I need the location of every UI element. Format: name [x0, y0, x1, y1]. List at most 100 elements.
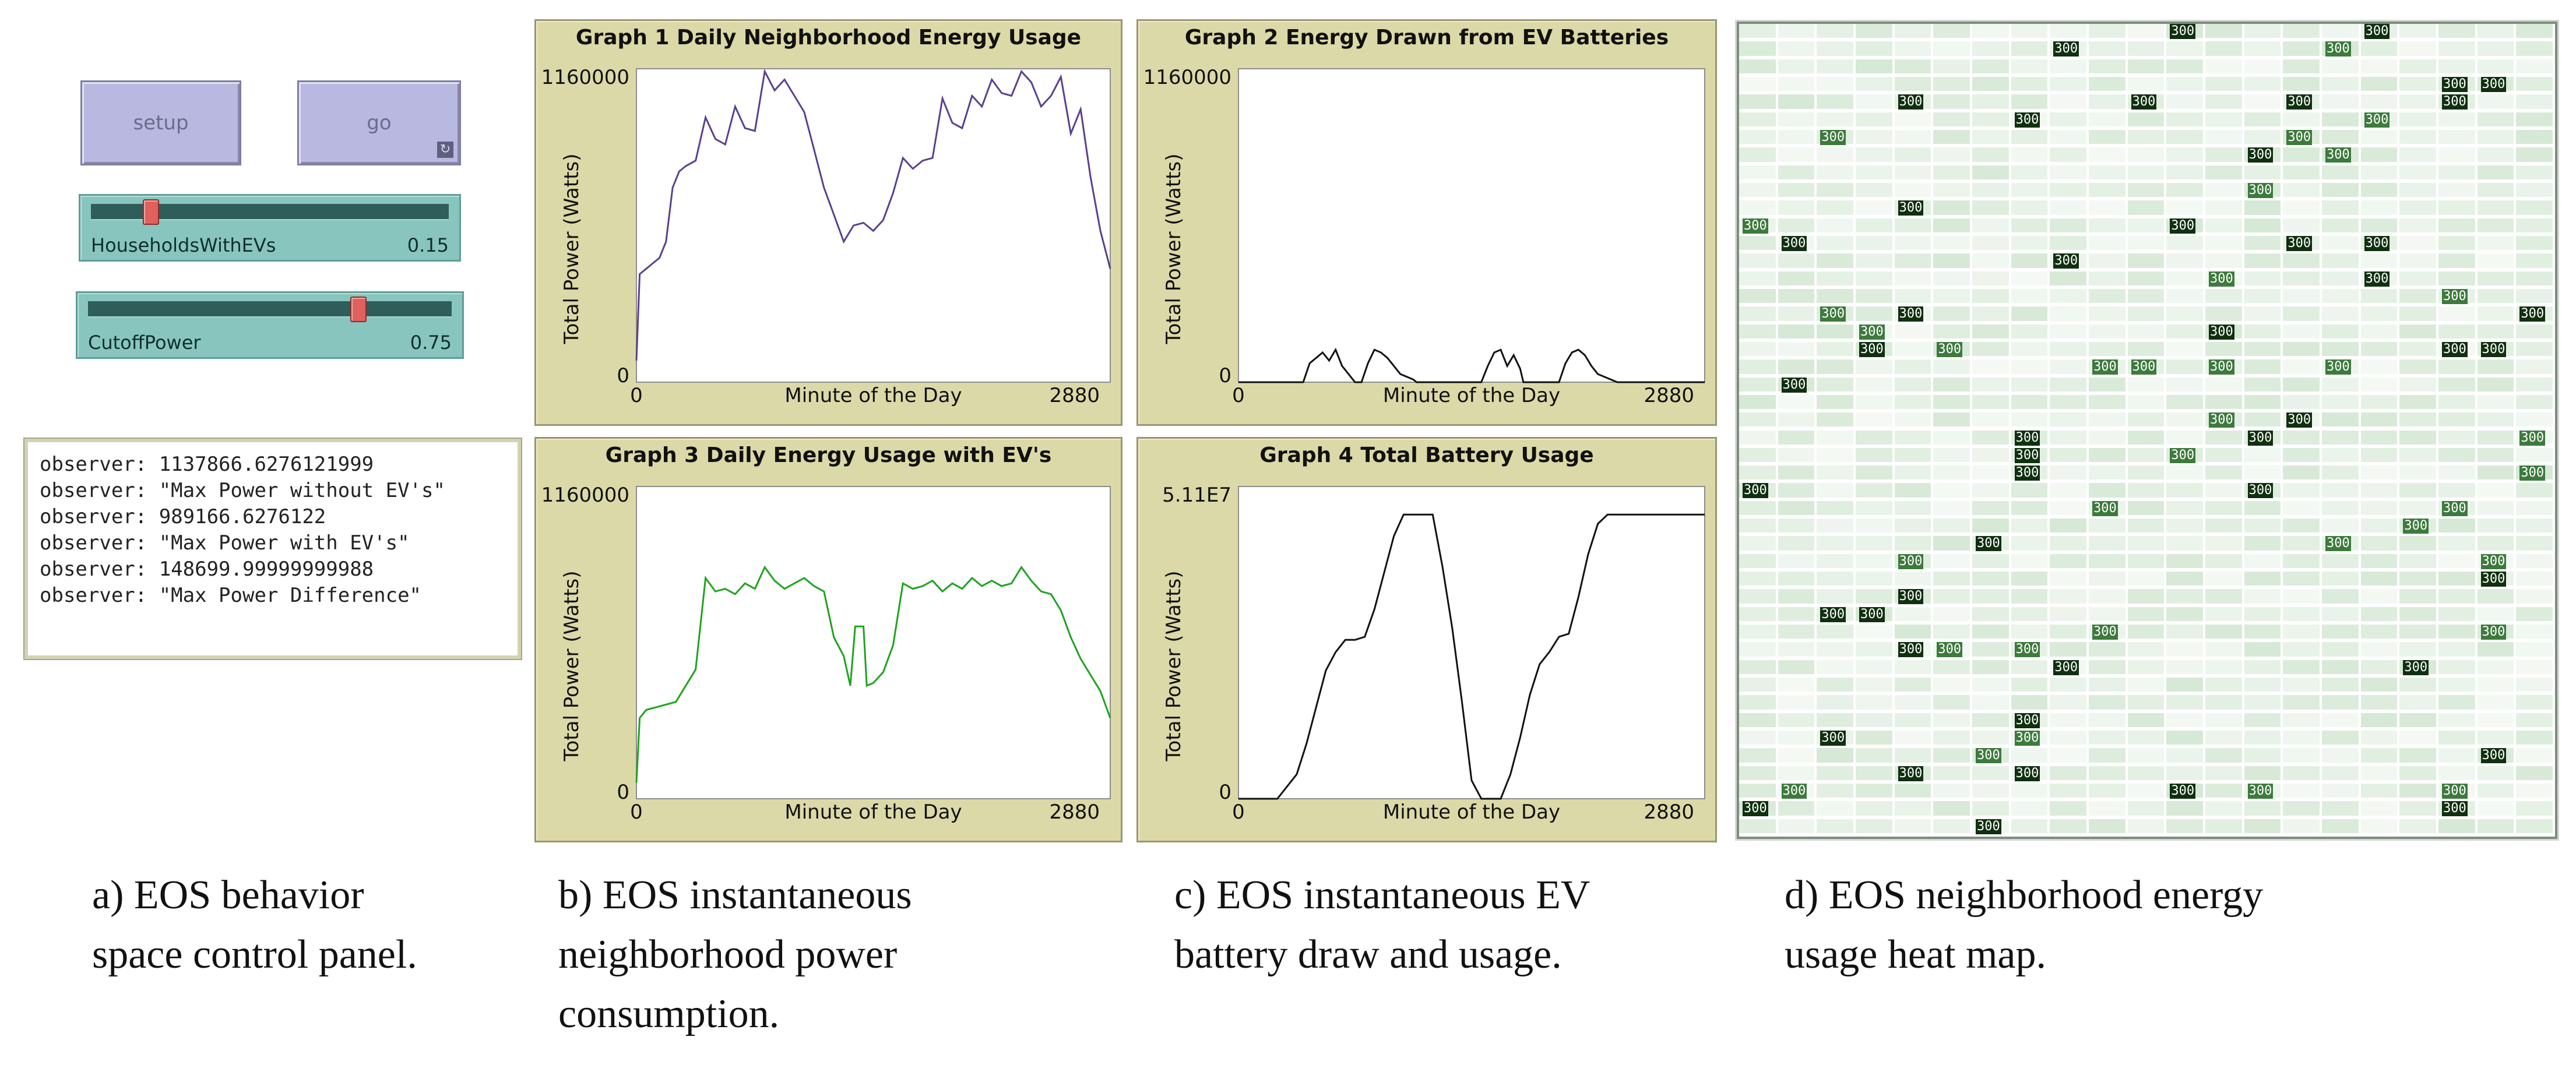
heat-map-cell — [2166, 59, 2203, 73]
heat-map-cell — [1739, 377, 1776, 392]
heat-map-cell — [1739, 412, 1776, 427]
heat-map-cell — [2127, 589, 2165, 604]
energy-heat-map[interactable]: 300 300 300 300 300 300 300 300 300 300 300 300 300 3… — [1737, 22, 2557, 839]
heat-map-cell — [2089, 713, 2125, 728]
heat-map-cell — [1894, 801, 1931, 816]
heat-map-cell — [1778, 572, 1815, 586]
households-with-evs-slider[interactable]: HouseholdsWithEVs 0.15 — [79, 194, 461, 262]
heat-map-cell — [2205, 606, 2242, 622]
caption-b: b) EOS instantaneous neighborhood power … — [558, 866, 912, 1044]
heat-map-household-label: 300 — [2092, 500, 2118, 516]
plot-graph-3-svg: 1160000 00 2880 Minute of the Day Total Powe… — [541, 484, 1111, 824]
heat-map-household-label: 300 — [2131, 359, 2157, 375]
heat-map-cell — [2166, 695, 2203, 710]
heat-map-cell — [1817, 253, 1853, 268]
heat-map-cell — [1778, 748, 1815, 763]
slider-track[interactable] — [88, 301, 452, 318]
heat-map-household-label: 300 — [1898, 589, 1924, 605]
heat-map-cell — [2477, 660, 2514, 675]
heat-map-cell — [2283, 271, 2320, 285]
heat-map-cell — [2283, 165, 2320, 179]
heat-map-cell — [2516, 553, 2553, 569]
heat-map-cell — [2516, 625, 2553, 639]
heat-map-cell — [2516, 112, 2553, 126]
heat-map-cell — [2011, 483, 2048, 498]
heat-map-cell — [2283, 341, 2320, 357]
heat-map-cell — [2205, 218, 2242, 232]
heat-map-household-label: 300 — [2014, 466, 2040, 481]
heat-map-household-label: 300 — [1937, 642, 1963, 658]
heat-map-cell — [2089, 483, 2125, 498]
heat-map-cell — [2516, 218, 2553, 232]
heat-map-cell — [1778, 359, 1815, 374]
heat-map-cell — [2127, 76, 2165, 91]
heat-map-household-label: 300 — [2014, 112, 2040, 128]
heat-map-cell — [2477, 819, 2514, 833]
heat-map-cell — [1933, 359, 1970, 374]
heat-map-household-label: 300 — [1859, 606, 1885, 622]
heat-map-cell — [2322, 165, 2359, 179]
heat-map-cell — [2399, 500, 2436, 516]
heat-map-cell — [1817, 784, 1853, 798]
heat-map-cell — [2283, 76, 2320, 91]
heat-map-cell — [2516, 41, 2553, 56]
heat-map-cell — [2322, 606, 2359, 622]
heat-map-cell — [2322, 766, 2359, 780]
heat-map-cell — [1894, 359, 1931, 374]
plot-graph-1: Graph 1 Daily Neighborhood Energy Usage … — [534, 19, 1122, 426]
heat-map-cell — [2399, 76, 2436, 91]
heat-map-cell — [2166, 606, 2203, 622]
heat-map-cell — [1856, 430, 1892, 445]
command-center-output[interactable]: observer: 1137866.6276121999 observer: "… — [24, 439, 521, 659]
heat-map-cell — [2127, 129, 2165, 144]
heat-map-cell — [2244, 801, 2281, 816]
output-line: observer: "Max Power Difference" — [40, 584, 422, 607]
heat-map-cell — [2477, 147, 2514, 162]
heat-map-cell — [2516, 147, 2553, 162]
heat-map-cell — [2205, 76, 2242, 91]
heat-map-cell — [2477, 41, 2514, 56]
slider-knob[interactable] — [350, 297, 367, 322]
heat-map-cell — [1856, 695, 1892, 710]
heat-map-cell — [1933, 24, 1970, 38]
setup-button[interactable]: setup — [80, 80, 241, 165]
go-button[interactable]: go ↻ — [297, 80, 461, 165]
heat-map-cell — [1894, 182, 1931, 198]
heat-map-cell — [1972, 24, 2009, 38]
heat-map-cell — [2322, 819, 2359, 833]
heat-map-cell — [2399, 341, 2436, 357]
x-axis-label: Minute of the Day — [1383, 384, 1560, 407]
heat-map-cell — [1778, 466, 1815, 480]
heat-map-cell — [2205, 41, 2242, 56]
heat-map-cell — [1972, 784, 2009, 798]
heat-map-cell — [2166, 553, 2203, 569]
heat-map-cell — [2089, 324, 2125, 338]
heat-map-cell — [1739, 359, 1776, 374]
slider-knob[interactable] — [142, 199, 159, 225]
heat-map-cell — [2205, 147, 2242, 162]
heat-map-cell — [1894, 41, 1931, 56]
heat-map-cell — [2360, 394, 2398, 410]
heat-map-cell — [2050, 182, 2086, 198]
heat-map-cell — [1856, 129, 1892, 144]
series-line — [1238, 347, 1705, 383]
heat-map-cell — [2399, 784, 2436, 798]
heat-map-cell — [1778, 553, 1815, 569]
heat-map-cell — [2477, 766, 2514, 780]
heat-map-cell — [2011, 801, 2048, 816]
heat-map-cell — [2244, 41, 2281, 56]
heat-map-cell — [2477, 271, 2514, 285]
heat-map-cell — [2322, 713, 2359, 728]
heat-map-cell — [1778, 536, 1815, 551]
heat-map-cell — [2089, 182, 2125, 198]
heat-map-cell — [2283, 500, 2320, 516]
y-axis-label: Total Power (Watts) — [1162, 570, 1185, 761]
caption-c: c) EOS instantaneous EV battery draw and… — [1174, 866, 1590, 985]
heat-map-cell — [2089, 165, 2125, 179]
heat-map-cell — [2166, 394, 2203, 410]
heat-map-cell — [1856, 359, 1892, 374]
heat-map-household-label: 300 — [2325, 536, 2351, 552]
heat-map-cell — [1856, 218, 1892, 232]
cutoff-power-slider[interactable]: CutoffPower 0.75 — [76, 291, 464, 359]
heat-map-cell — [1778, 412, 1815, 427]
